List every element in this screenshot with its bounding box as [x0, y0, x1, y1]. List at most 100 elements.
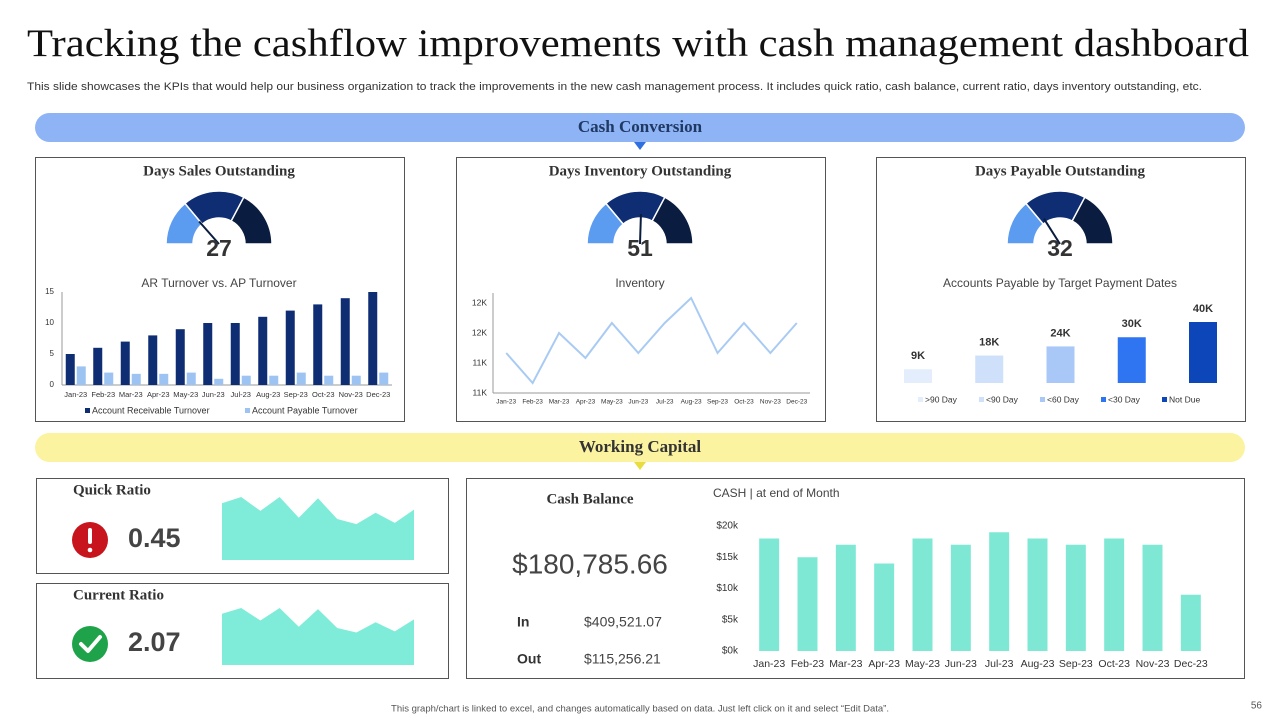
x-tick-label: Nov-23 [339, 390, 363, 399]
bar [175, 329, 185, 385]
bar [258, 316, 268, 385]
cash-out-label: Out [517, 651, 541, 667]
x-tick-label: Aug-23 [1021, 658, 1055, 670]
x-tick-label: Feb-23 [91, 390, 115, 399]
x-tick-label: Dec-23 [1174, 658, 1208, 670]
bar [269, 375, 279, 385]
bar [186, 372, 196, 385]
x-tick-label: Apr-23 [868, 658, 900, 670]
legend-swatch [1162, 397, 1167, 402]
bar [759, 538, 780, 651]
area-series [222, 497, 414, 560]
x-tick-label: May-23 [905, 658, 940, 670]
y-tick-label: 5 [50, 349, 55, 358]
bar [230, 323, 240, 385]
bar [797, 557, 818, 651]
legend-label: <90 Day [986, 394, 1019, 404]
x-tick-label: Jul-23 [656, 399, 674, 406]
y-tick-label: 10 [45, 318, 54, 327]
x-tick-label: Nov-23 [1136, 658, 1170, 670]
x-tick-label: Jul-23 [985, 658, 1014, 670]
bar [148, 335, 158, 385]
area-series [222, 608, 414, 665]
bar [975, 355, 1004, 383]
legend-swatch [1040, 397, 1045, 402]
x-tick-label: Nov-23 [760, 399, 781, 406]
panel [36, 478, 449, 574]
y-tick-label: 15 [45, 287, 54, 296]
chart-title: AR Turnover vs. AP Turnover [141, 276, 296, 290]
bar [65, 354, 75, 385]
bar [203, 323, 213, 385]
bar [351, 375, 361, 385]
bar [285, 310, 295, 385]
legend-label: <60 Day [1047, 394, 1080, 404]
page-number: 56 [1251, 701, 1263, 712]
legend-label: Account Receivable Turnover [92, 405, 210, 415]
section-banner [35, 433, 1245, 462]
bar [1104, 538, 1125, 651]
ratio-value: 2.07 [128, 627, 181, 657]
y-tick-label: 12K [472, 297, 487, 307]
data-label: 30K [1122, 318, 1142, 330]
x-tick-label: Jan-23 [496, 399, 516, 406]
panel [36, 583, 449, 679]
bar [76, 366, 86, 385]
gauge-segment [1071, 196, 1114, 245]
x-tick-label: Sep-23 [707, 399, 728, 406]
y-tick-label: $10k [716, 583, 739, 594]
gauge-segment [230, 196, 273, 245]
gauge-value: 27 [206, 235, 232, 261]
legend-swatch [245, 408, 250, 413]
panel [35, 157, 405, 422]
bar [1117, 337, 1146, 383]
x-tick-label: Feb-23 [522, 399, 543, 406]
legend-label: Account Payable Turnover [252, 405, 358, 415]
gauge-title: Days Payable Outstanding [975, 163, 1146, 179]
gauge-needle [198, 220, 220, 245]
section-banner [35, 113, 1245, 142]
bar [1180, 594, 1201, 651]
x-tick-label: Sep-23 [284, 390, 308, 399]
x-tick-label: Jan-23 [64, 390, 87, 399]
legend-swatch [85, 408, 90, 413]
x-tick-label: May-23 [173, 390, 198, 399]
bar [159, 373, 169, 385]
data-label: 40K [1193, 303, 1213, 315]
cash-balance-title: Cash Balance [546, 491, 633, 507]
gauge-needle [639, 213, 642, 245]
x-tick-label: Oct-23 [1098, 658, 1130, 670]
y-tick-label: $20k [716, 521, 739, 532]
x-tick-label: Jan-23 [753, 658, 785, 670]
x-tick-label: Mar-23 [119, 390, 143, 399]
cash-in-label: In [517, 614, 529, 630]
x-tick-label: Mar-23 [829, 658, 862, 670]
x-tick-label: Dec-23 [786, 399, 807, 406]
bar [120, 341, 130, 385]
bar [131, 373, 141, 385]
y-tick-label: $5k [722, 614, 739, 625]
x-tick-label: Jun-23 [202, 390, 225, 399]
legend-label: >90 Day [925, 394, 958, 404]
banner-pointer [634, 462, 646, 470]
gauge-title: Days Inventory Outstanding [549, 163, 732, 179]
cash-balance-amount: $180,785.66 [512, 548, 668, 579]
legend-swatch [979, 397, 984, 402]
legend-label: Not Due [1169, 394, 1200, 404]
panel [456, 157, 826, 422]
y-tick-label: 12K [472, 327, 487, 337]
legend-swatch [1101, 397, 1106, 402]
y-tick-label: 11K [473, 387, 488, 397]
y-tick-label: $15k [716, 552, 739, 563]
bar [340, 298, 350, 385]
x-tick-label: Jun-23 [628, 399, 648, 406]
panel [466, 478, 1245, 679]
data-label: 24K [1050, 327, 1070, 339]
bar [904, 369, 932, 383]
y-tick-label: 11K [473, 357, 488, 367]
x-tick-label: Jun-23 [945, 658, 977, 670]
gauge-segment [651, 196, 694, 245]
bar [104, 372, 114, 385]
x-tick-label: Aug-23 [256, 390, 280, 399]
